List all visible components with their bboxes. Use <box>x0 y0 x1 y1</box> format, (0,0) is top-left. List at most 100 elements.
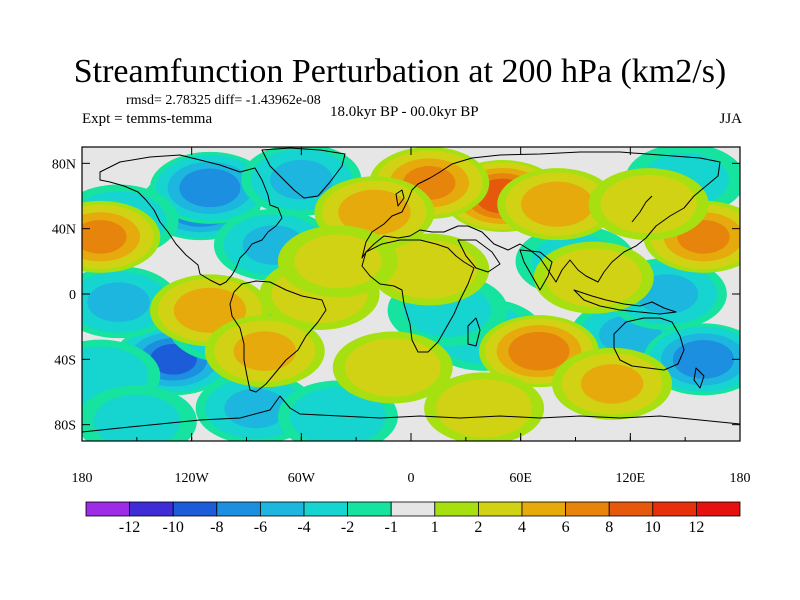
colorbar-swatch <box>390 501 436 517</box>
stats-annotation: rmsd= 2.78325 diff= -1.43962e-08 <box>126 93 321 108</box>
colorbar-label: -10 <box>163 519 184 536</box>
field-blob <box>82 200 161 273</box>
contour-level <box>381 240 478 299</box>
colorbar-label: -4 <box>297 519 310 536</box>
contour-level <box>294 234 382 289</box>
lat-tick-label: 0 <box>69 288 76 303</box>
contour-level <box>290 387 386 441</box>
lon-tick-label: 60W <box>288 471 316 486</box>
colorbar-swatch <box>565 501 610 517</box>
contour-level <box>270 159 333 200</box>
british-isles-coast <box>395 189 405 207</box>
colorbar-swatch <box>521 501 566 517</box>
field-blob <box>552 347 673 420</box>
contour-level <box>600 175 697 234</box>
colorbar-swatch <box>347 501 392 517</box>
colorbar-swatch <box>85 501 130 517</box>
colorbar-label: 8 <box>605 519 613 536</box>
colorbar-label: 6 <box>562 519 570 536</box>
lat-tick-label: 40N <box>52 223 76 238</box>
colorbar-swatch <box>129 501 174 517</box>
japan-coast <box>631 195 653 223</box>
colorbar-label: -1 <box>385 519 398 536</box>
antarctica-coast <box>82 395 740 433</box>
north-america-coast <box>99 154 283 286</box>
colorbar-label: 1 <box>431 519 439 536</box>
field-blob <box>643 200 740 273</box>
contour-level <box>82 219 127 254</box>
field-blob <box>332 331 453 404</box>
field-blob <box>241 147 362 216</box>
colorbar-swatch <box>608 501 654 517</box>
field-blob <box>369 233 490 306</box>
colorbar-swatch <box>696 501 741 517</box>
india-coast <box>519 249 553 291</box>
experiment-label: Expt = temms-temma <box>82 111 213 127</box>
greenland-coast <box>261 147 346 199</box>
field-blob <box>82 385 197 441</box>
colorbar-label: 2 <box>474 519 482 536</box>
contour-level <box>173 287 247 333</box>
lat-tick-label: 40S <box>54 353 76 368</box>
colorbar-swatch <box>652 501 697 517</box>
lon-tick-label: 120E <box>616 471 646 486</box>
coastlines <box>82 147 740 433</box>
eurasia-coast <box>361 151 721 283</box>
indonesia-coast <box>573 289 677 315</box>
colorbar-swatch <box>303 501 348 517</box>
colorbar-label: 12 <box>688 519 704 536</box>
field-blob <box>643 323 740 396</box>
colorbar-swatch <box>259 501 305 517</box>
colorbar-label: 10 <box>645 519 661 536</box>
lon-tick-label: 60E <box>509 471 532 486</box>
arabia-coast <box>457 239 501 273</box>
madagascar-coast <box>467 317 481 347</box>
contour-level <box>224 388 287 429</box>
contour-level <box>338 189 411 235</box>
field-blob <box>204 315 325 388</box>
contour-field <box>82 147 740 441</box>
field-blob <box>497 168 618 241</box>
colorbar-swatch <box>434 501 479 517</box>
axis-ticks <box>81 147 741 441</box>
contour-level <box>521 181 594 227</box>
contour-level <box>545 248 642 307</box>
contour-level <box>344 338 441 397</box>
field-blob <box>588 168 709 241</box>
colorbar-swatch <box>172 501 218 517</box>
contour-level <box>508 331 570 371</box>
lon-tick-label: 120W <box>175 471 210 486</box>
colorbar-label: -12 <box>119 519 140 536</box>
lat-tick-label: 80S <box>54 419 76 434</box>
contour-level <box>87 282 150 322</box>
colorbar-swatch <box>216 501 261 517</box>
field-blob <box>533 241 654 314</box>
colorbar-label: 4 <box>518 519 526 536</box>
lon-tick-label: 0 <box>408 471 415 486</box>
field-blob <box>277 225 398 298</box>
colorbar: -12 -10 -8 -6 -4 -2 -1 1 2 4 6 8 10 12 <box>85 501 741 536</box>
field-blob <box>149 151 270 224</box>
colorbar-label: -8 <box>210 519 223 536</box>
contour-level <box>580 364 644 404</box>
lon-tick-label: 180 <box>730 471 751 486</box>
period-label: 18.0kyr BP - 00.0kyr BP <box>330 104 479 120</box>
new-zealand-coast <box>693 367 705 389</box>
colorbar-swatch <box>477 501 523 517</box>
africa-coast <box>361 239 475 353</box>
contour-level <box>233 331 297 371</box>
lat-tick-label: 80N <box>52 157 76 172</box>
colorbar-label: -2 <box>341 519 354 536</box>
field-blob <box>424 372 545 441</box>
contour-level <box>436 379 533 438</box>
australia-coast <box>613 317 685 371</box>
contour-level <box>179 168 241 208</box>
contour-level <box>672 340 734 379</box>
colorbar-label: -6 <box>254 519 267 536</box>
season-label: JJA <box>719 111 742 127</box>
contour-level <box>93 394 181 441</box>
south-america-coast <box>229 280 327 393</box>
chart-title: Streamfunction Perturbation at 200 hPa (… <box>73 53 727 90</box>
field-blob <box>149 274 270 347</box>
